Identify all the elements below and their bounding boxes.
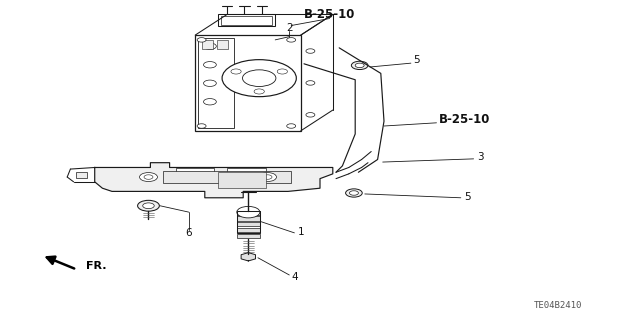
Circle shape: [204, 80, 216, 86]
Circle shape: [349, 191, 358, 195]
Bar: [237, 211, 260, 233]
Circle shape: [197, 38, 206, 42]
Circle shape: [222, 60, 296, 97]
Polygon shape: [241, 253, 255, 261]
Bar: [237, 216, 260, 221]
Text: TE04B2410: TE04B2410: [534, 301, 582, 310]
Text: B-25-10: B-25-10: [304, 8, 355, 21]
Circle shape: [263, 175, 272, 179]
Polygon shape: [95, 163, 333, 198]
Text: 3: 3: [477, 152, 483, 162]
Text: 4: 4: [291, 272, 298, 282]
Text: FR.: FR.: [86, 261, 107, 271]
Circle shape: [197, 124, 206, 128]
Circle shape: [143, 203, 154, 209]
Circle shape: [306, 81, 315, 85]
Circle shape: [254, 89, 264, 94]
Circle shape: [355, 63, 364, 68]
Bar: [217, 40, 228, 49]
Circle shape: [231, 69, 241, 74]
Bar: [198, 38, 234, 128]
Circle shape: [144, 175, 153, 179]
Bar: [218, 14, 275, 26]
Bar: [195, 35, 301, 131]
Circle shape: [287, 38, 296, 42]
Text: 6: 6: [186, 228, 192, 238]
Circle shape: [140, 173, 157, 182]
Text: 1: 1: [298, 227, 304, 237]
Bar: [218, 172, 266, 188]
Circle shape: [259, 173, 276, 182]
Text: 5: 5: [413, 55, 419, 65]
Circle shape: [306, 49, 315, 53]
Bar: [76, 172, 87, 178]
Circle shape: [351, 61, 368, 70]
Circle shape: [204, 62, 216, 68]
Bar: [237, 228, 260, 232]
Text: 2: 2: [286, 23, 292, 33]
Circle shape: [243, 70, 276, 86]
Bar: [176, 168, 214, 176]
Circle shape: [346, 189, 362, 197]
Bar: [237, 222, 260, 226]
Bar: [202, 40, 213, 49]
Text: 5: 5: [464, 192, 470, 202]
Circle shape: [306, 113, 315, 117]
Bar: [163, 171, 291, 183]
Circle shape: [237, 206, 260, 218]
Circle shape: [204, 99, 216, 105]
Bar: [221, 16, 272, 25]
Text: B-25-10: B-25-10: [438, 113, 490, 126]
Bar: [237, 211, 260, 215]
Circle shape: [204, 43, 216, 49]
Bar: [237, 234, 260, 238]
Bar: [227, 168, 266, 176]
Circle shape: [138, 200, 159, 211]
Circle shape: [277, 69, 287, 74]
Circle shape: [287, 124, 296, 128]
